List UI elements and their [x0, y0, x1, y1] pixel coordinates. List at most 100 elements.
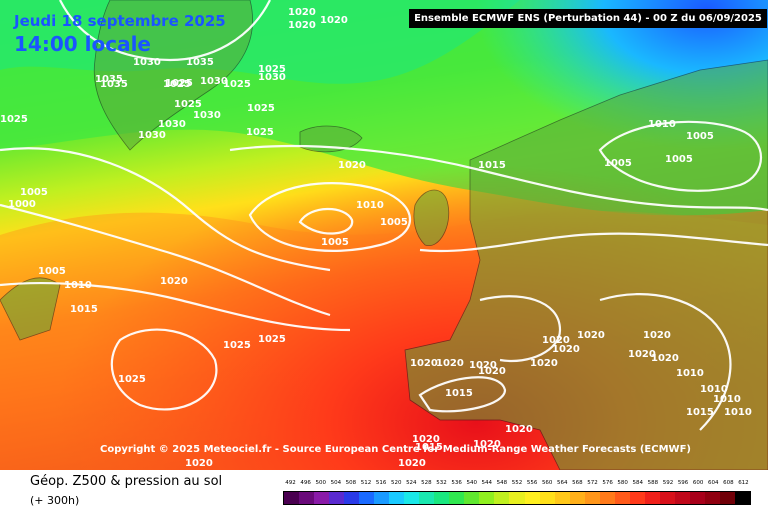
color-scale-swatch	[689, 492, 705, 504]
isobar-label: 1030	[158, 119, 186, 130]
isobar-label: 1030	[193, 110, 221, 121]
isobar-label: 1020	[577, 330, 605, 341]
greenland	[93, 0, 253, 151]
isobar-label: 1020	[410, 358, 438, 369]
color-scale-label: 568	[572, 480, 583, 486]
isobar-label: 1035	[95, 74, 123, 85]
color-scale-swatch	[329, 492, 345, 504]
isobar-label: 1025	[0, 114, 28, 125]
color-scale-swatch	[464, 492, 480, 504]
isobar-label: 1010	[648, 119, 676, 130]
isobar-label: 1010	[713, 394, 741, 405]
color-scale-label: 604	[708, 480, 719, 486]
isobar-label: 1020	[530, 358, 558, 369]
isobar	[229, 144, 768, 212]
color-scale-label: 576	[602, 480, 613, 486]
color-scale-label: 496	[300, 480, 311, 486]
isobar-label: 1000	[8, 199, 36, 210]
color-scale-label: 564	[557, 480, 568, 486]
color-scale-swatch	[509, 492, 525, 504]
isobar-label: 1010	[700, 384, 728, 395]
isobar-label: 1030	[133, 57, 161, 68]
isobar	[599, 293, 732, 431]
forecast-lead-time: (+ 300h)	[30, 494, 80, 507]
iceland	[299, 125, 363, 153]
color-scale-swatch	[449, 492, 465, 504]
isobar-label: 1015	[70, 304, 98, 315]
isobar-label: 1020	[412, 434, 440, 445]
color-scale-swatch	[629, 492, 645, 504]
isobar-label: 1005	[665, 154, 693, 165]
isobar-label: 1015	[415, 442, 443, 453]
isobar-label: 1020	[436, 358, 464, 369]
north-america-edge	[0, 277, 61, 341]
isobar-label: 1020	[478, 366, 506, 377]
isobar-label: 1020	[469, 360, 497, 371]
color-scale-label: 516	[375, 480, 387, 486]
color-scale-label: 560	[541, 480, 553, 486]
forecast-time-label: 14:00 locale	[14, 32, 151, 56]
color-scale-swatch	[644, 492, 660, 504]
color-scale-swatch	[584, 492, 600, 504]
color-scale-swatch	[404, 492, 420, 504]
isobar-label: 1020	[473, 439, 501, 450]
isobar-label: 1005	[20, 187, 48, 198]
color-scale-label: 548	[496, 480, 508, 486]
isobar-label: 1020	[160, 276, 188, 287]
color-scale-label: 580	[617, 480, 628, 486]
color-scale: 492 496 500 504 508 512 516 520 524 528 532 536 540 5…	[283, 480, 751, 507]
color-scale-label: 504	[330, 480, 342, 486]
isobar-label: 1025	[118, 374, 146, 385]
color-scale-label: 520	[390, 480, 402, 486]
isobar-label: 1025	[258, 64, 286, 75]
isobar	[0, 203, 331, 317]
color-scale-label: 556	[526, 480, 538, 486]
land-masses	[0, 0, 768, 470]
color-scale-swatch	[614, 492, 630, 504]
isobar-label: 1015	[686, 407, 714, 418]
isobar-label: 1025	[247, 103, 275, 114]
isobar-low-ring	[248, 182, 411, 252]
isobar-label: 1005	[38, 266, 66, 277]
isobar-label: 1025	[174, 99, 202, 110]
color-scale-swatch	[419, 492, 435, 504]
isobar-low-core	[298, 207, 354, 235]
color-scale-label: 528	[421, 480, 432, 486]
color-scale-label: 512	[360, 480, 372, 486]
color-scale-swatch	[659, 492, 675, 504]
isobar-label: 1025	[163, 79, 191, 90]
isobar-label: 1020	[288, 7, 316, 18]
color-scale-label: 508	[345, 480, 357, 486]
isobar-label: 1020	[338, 160, 366, 171]
isobar-low-scandinavia	[598, 120, 763, 192]
color-scale-label: 588	[647, 480, 659, 486]
isobar	[479, 295, 562, 363]
isobar-label: 1020	[643, 330, 671, 341]
color-scale-swatch	[674, 492, 690, 504]
color-scale-swatch	[704, 492, 720, 504]
color-scale-swatch	[539, 492, 555, 504]
color-scale-swatch	[524, 492, 540, 504]
color-scale-swatch	[374, 492, 390, 504]
isobar-label: 1015	[478, 160, 506, 171]
isobar-label: 1010	[676, 368, 704, 379]
isobar-label: 1020	[398, 458, 426, 469]
isobar-label: 1025	[246, 127, 274, 138]
model-run-label: Ensemble ECMWF ENS (Perturbation 44) - 0…	[409, 9, 767, 28]
isobar-label: 1025	[165, 78, 193, 89]
color-scale-swatch	[359, 492, 375, 504]
color-scale-swatch	[719, 492, 735, 504]
isobar-label: 1030	[200, 76, 228, 87]
europe	[404, 59, 768, 470]
isobar-label: 1020	[628, 349, 656, 360]
color-scale-label: 608	[723, 480, 734, 486]
isobar-label: 1030	[138, 130, 166, 141]
copyright-notice: Copyright © 2025 Meteociel.fr - Source E…	[100, 444, 691, 455]
british-isles	[413, 189, 450, 246]
color-scale-label: 552	[511, 480, 523, 486]
isobar-label: 1020	[288, 20, 316, 31]
isobar-label: 1025	[223, 79, 251, 90]
